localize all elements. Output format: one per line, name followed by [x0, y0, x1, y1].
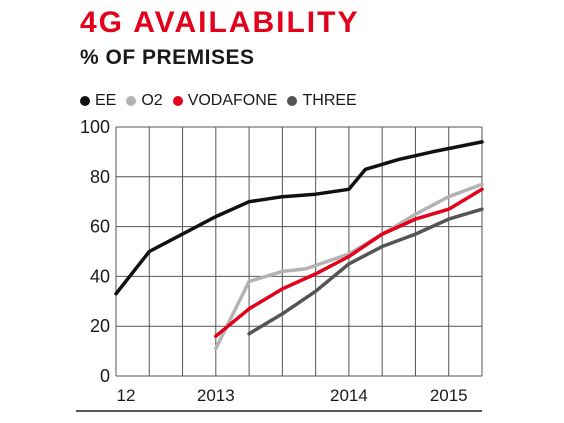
legend-dot-icon	[126, 96, 137, 106]
y-tick-label: 80	[90, 167, 110, 187]
series-line-vodafone	[214, 187, 484, 338]
y-tick-label: 40	[90, 266, 110, 286]
legend-item-three: THREE	[287, 92, 357, 110]
legend-item-o2: O2	[126, 92, 163, 110]
y-tick-label: 0	[100, 366, 110, 386]
legend-item-vodafone: VODAFONE	[172, 92, 278, 110]
y-tick-label: 60	[90, 217, 110, 237]
chart-legend: EE O2 VODAFONE THREE	[80, 92, 367, 110]
x-tick-label: 12	[117, 386, 136, 405]
legend-dot-icon	[80, 96, 90, 106]
legend-label: THREE	[302, 92, 357, 109]
chart-subtitle: % OF PREMISES	[80, 46, 255, 69]
series-line-three	[247, 207, 484, 336]
legend-label: VODAFONE	[187, 92, 278, 109]
legend-dot-icon	[287, 96, 298, 106]
chart-title: 4G AVAILABILITY	[80, 6, 360, 39]
x-tick-label: 2013	[197, 386, 235, 405]
legend-label: O2	[141, 92, 163, 109]
series-layer	[114, 140, 484, 351]
legend-dot-icon	[172, 96, 183, 106]
legend-item-ee: EE	[80, 92, 116, 110]
x-tick-label: 2014	[330, 386, 368, 405]
x-tick-label: 2015	[430, 386, 468, 405]
legend-label: EE	[95, 92, 117, 109]
axis-layer: 0 20 40 60 80 100 12 2013 2014 2015	[76, 117, 482, 412]
y-tick-label: 20	[90, 316, 110, 336]
series-line-o2	[214, 182, 484, 351]
y-tick-label: 100	[80, 117, 110, 137]
series-line-ee	[114, 140, 484, 296]
grid-layer	[115, 126, 483, 377]
